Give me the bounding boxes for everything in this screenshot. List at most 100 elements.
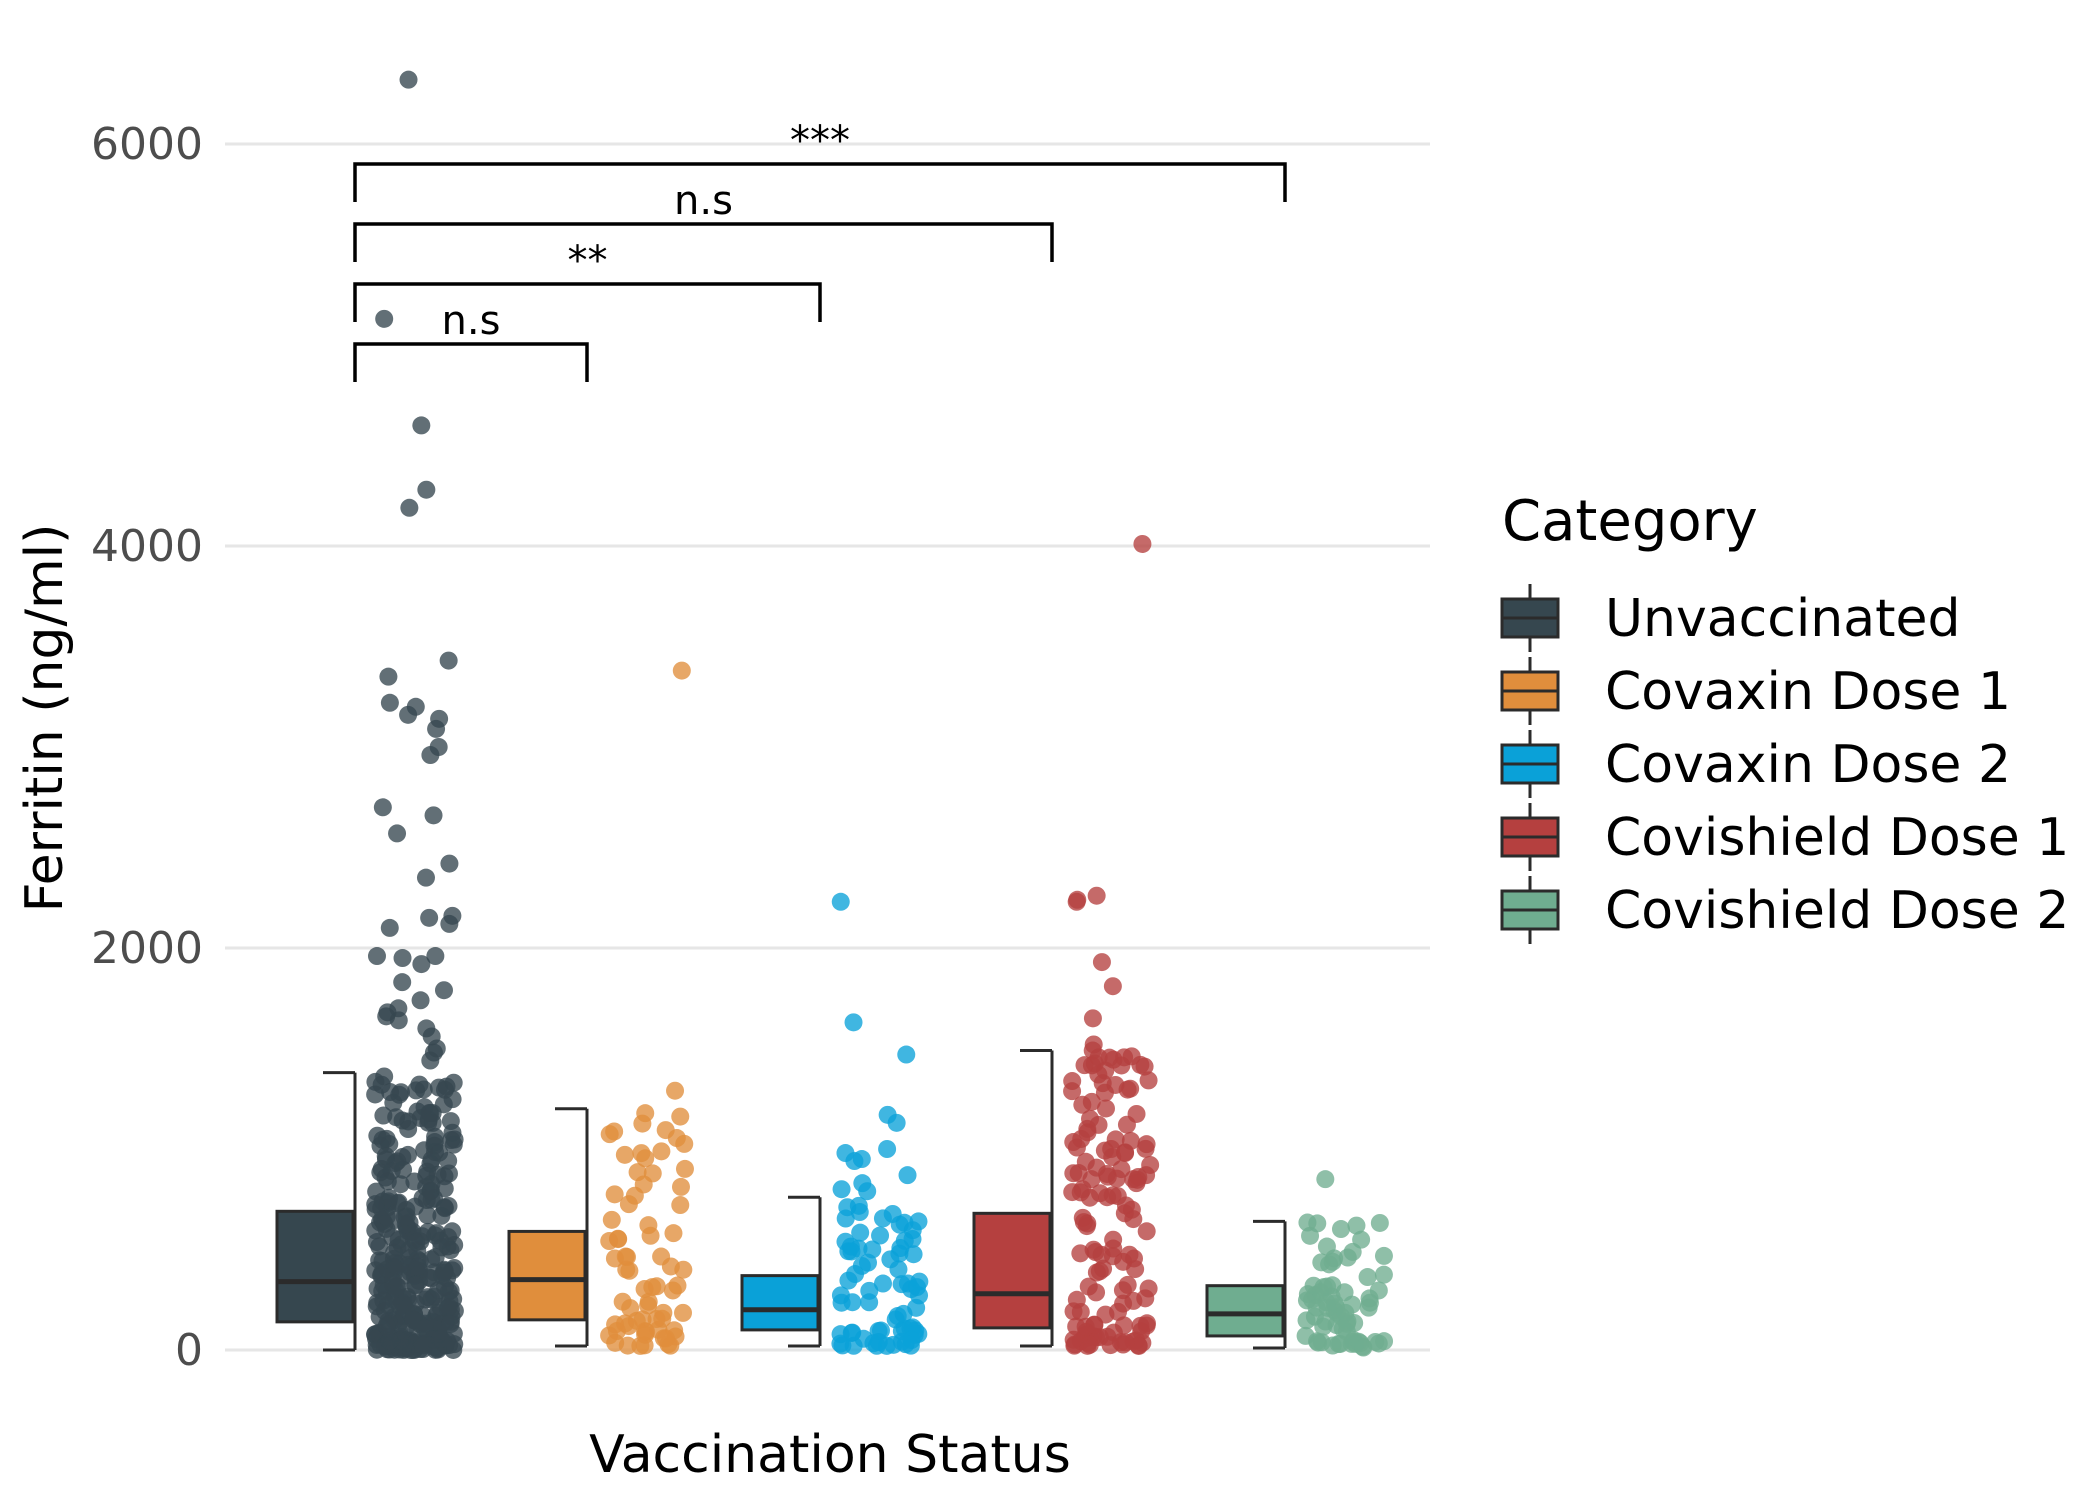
data-point bbox=[1137, 1316, 1156, 1335]
boxplot-covishield-dose-1 bbox=[972, 1049, 1054, 1348]
data-point bbox=[1086, 1243, 1105, 1262]
bracket-line bbox=[353, 162, 1287, 202]
data-point bbox=[668, 1276, 687, 1295]
data-point bbox=[1103, 977, 1122, 996]
data-point bbox=[1095, 1083, 1114, 1102]
data-point bbox=[672, 661, 691, 680]
data-point bbox=[845, 1152, 864, 1171]
data-point bbox=[373, 798, 392, 817]
data-point bbox=[643, 1164, 662, 1183]
data-point bbox=[852, 1256, 871, 1275]
data-point bbox=[416, 868, 435, 887]
data-point bbox=[664, 1224, 683, 1243]
data-point bbox=[671, 1107, 690, 1126]
data-point bbox=[674, 1303, 693, 1322]
data-point bbox=[1114, 1316, 1133, 1335]
data-point bbox=[412, 955, 431, 974]
data-point bbox=[424, 806, 443, 825]
data-point bbox=[667, 1129, 686, 1148]
data-point bbox=[1296, 1326, 1315, 1345]
legend-item: Covaxin Dose 2 bbox=[1500, 730, 2011, 798]
data-point bbox=[903, 1221, 922, 1240]
data-point bbox=[1312, 1333, 1331, 1352]
data-point bbox=[1347, 1216, 1366, 1235]
y-tick-label: 0 bbox=[175, 1325, 203, 1376]
box bbox=[507, 1229, 587, 1322]
data-point bbox=[851, 1223, 870, 1242]
data-point bbox=[889, 1260, 908, 1279]
data-point bbox=[636, 1149, 655, 1168]
data-point bbox=[422, 1175, 441, 1194]
data-point bbox=[1083, 1009, 1102, 1028]
points-covishield-dose-1 bbox=[1063, 534, 1160, 1355]
data-point bbox=[1121, 1079, 1140, 1098]
significance-bracket: ** bbox=[353, 238, 822, 322]
significance-label: n.s bbox=[674, 178, 733, 224]
data-point bbox=[869, 1321, 888, 1340]
data-point bbox=[1358, 1268, 1377, 1287]
data-point bbox=[839, 1271, 858, 1290]
data-point bbox=[1118, 1275, 1137, 1294]
data-point bbox=[1374, 1246, 1393, 1265]
data-point bbox=[652, 1247, 671, 1266]
data-point bbox=[408, 1257, 427, 1276]
data-point bbox=[878, 1140, 897, 1158]
data-point bbox=[1314, 1317, 1333, 1336]
data-point bbox=[1127, 1104, 1146, 1123]
bracket-line bbox=[353, 222, 1054, 262]
data-point bbox=[407, 1233, 426, 1252]
data-point bbox=[413, 1189, 432, 1208]
data-point bbox=[367, 947, 386, 966]
data-point bbox=[1075, 1056, 1094, 1075]
data-point bbox=[613, 1292, 632, 1311]
data-point bbox=[1098, 1188, 1117, 1207]
data-point bbox=[1114, 1294, 1133, 1313]
legend-label: Covaxin Dose 1 bbox=[1605, 662, 2011, 722]
data-point bbox=[1126, 1260, 1145, 1279]
box bbox=[740, 1274, 820, 1332]
data-point bbox=[1073, 1180, 1092, 1199]
legend-item: Covishield Dose 1 bbox=[1500, 803, 2069, 871]
data-point bbox=[1116, 1196, 1135, 1215]
data-point bbox=[366, 1221, 385, 1240]
bracket-line bbox=[353, 282, 822, 322]
data-point bbox=[1098, 1327, 1117, 1346]
data-point bbox=[1135, 1057, 1154, 1076]
data-point bbox=[440, 914, 459, 933]
data-point bbox=[1067, 892, 1086, 911]
data-point bbox=[1139, 1071, 1158, 1090]
data-point bbox=[431, 1329, 450, 1348]
legend: Category Unvaccinated Covaxin Dose 1 Covax… bbox=[1500, 489, 2069, 944]
data-point bbox=[1074, 1213, 1093, 1232]
box bbox=[972, 1211, 1052, 1330]
data-point bbox=[394, 1160, 413, 1179]
data-point bbox=[844, 1013, 863, 1032]
data-point bbox=[1331, 1220, 1350, 1239]
data-point bbox=[832, 1293, 851, 1312]
data-point bbox=[671, 1177, 690, 1196]
data-point bbox=[1139, 1279, 1158, 1298]
points-covishield-dose-2 bbox=[1296, 1170, 1394, 1357]
legend-label: Covishield Dose 2 bbox=[1605, 881, 2069, 941]
data-point bbox=[841, 1237, 860, 1256]
boxplots bbox=[275, 1049, 1287, 1352]
data-point bbox=[1336, 1303, 1355, 1322]
data-point bbox=[838, 1198, 857, 1217]
data-point bbox=[380, 693, 399, 712]
data-point bbox=[1063, 1072, 1082, 1091]
y-tick-label: 4000 bbox=[91, 521, 203, 572]
data-point bbox=[399, 1120, 418, 1139]
data-point bbox=[1333, 1319, 1352, 1338]
data-point bbox=[897, 1045, 916, 1064]
data-point bbox=[408, 1102, 427, 1121]
data-point bbox=[854, 1329, 873, 1348]
data-point bbox=[399, 70, 418, 89]
data-point bbox=[1083, 1041, 1102, 1060]
data-point bbox=[666, 1081, 685, 1100]
data-point bbox=[418, 1206, 437, 1225]
data-point bbox=[438, 1269, 457, 1288]
data-point bbox=[414, 1080, 433, 1099]
data-point bbox=[1064, 1330, 1083, 1349]
data-point bbox=[618, 1336, 637, 1355]
